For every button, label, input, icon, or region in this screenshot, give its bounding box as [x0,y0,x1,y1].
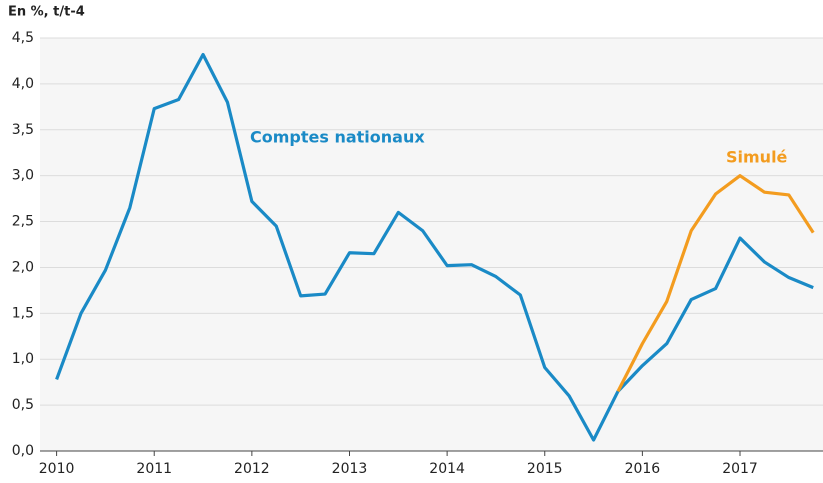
y-axis-label: En %, t/t-4 [8,5,85,20]
y-tick-label: 3,0 [12,168,34,184]
y-tick-label: 2,5 [12,214,34,230]
y-tick-label: 1,5 [12,305,34,321]
x-tick-label: 2011 [136,461,172,477]
series-label: Comptes nationaux [250,128,425,147]
x-tick-label: 2012 [234,461,270,477]
y-tick-label: 4,0 [12,76,34,92]
x-tick-label: 2017 [722,461,758,477]
series-label: Simulé [726,148,788,167]
series-line [616,174,815,393]
y-tick-label: 2,0 [12,259,34,275]
y-tick-label: 3,5 [12,122,34,138]
x-tick-label: 2010 [39,461,75,477]
series-line [55,52,814,442]
x-tick-label: 2013 [332,461,368,477]
x-tick-label: 2014 [429,461,465,477]
y-tick-label: 4,5 [12,30,34,46]
x-tick-label: 2016 [625,461,661,477]
y-tick-label: 0,5 [12,397,34,413]
y-tick-label: 1,0 [12,351,34,367]
x-tick-label: 2015 [527,461,563,477]
y-tick-label: 0,0 [12,443,34,459]
